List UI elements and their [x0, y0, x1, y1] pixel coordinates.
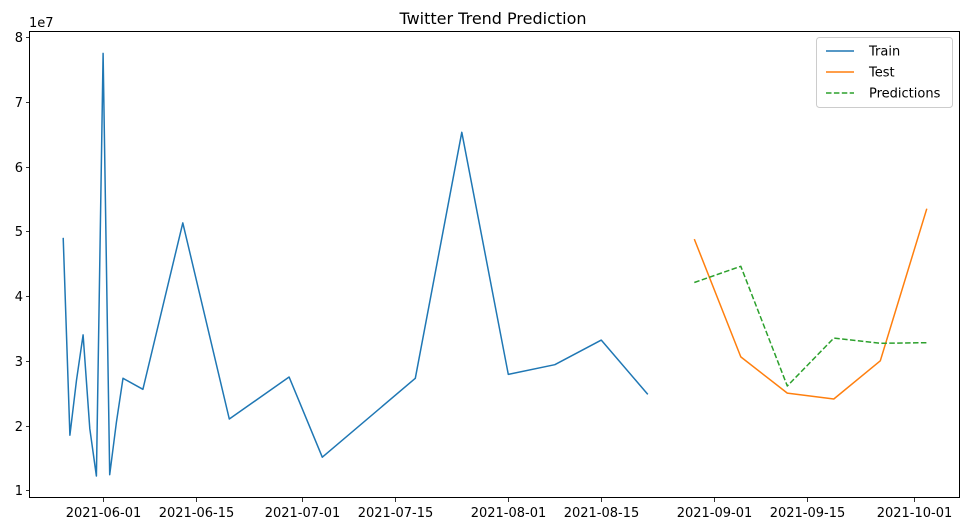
y-tick-label: 7	[15, 96, 23, 111]
y-tick-label: 6	[15, 161, 23, 176]
legend-label-predictions: Predictions	[869, 87, 941, 102]
x-tick-label: 2021-10-01	[877, 506, 953, 521]
x-tick-label: 2021-07-15	[358, 506, 434, 521]
legend-label-test: Test	[868, 66, 895, 81]
series-line-predictions	[694, 265, 927, 387]
x-tick-label: 2021-09-01	[677, 506, 753, 521]
y-tick-label: 8	[15, 31, 23, 46]
y-axis-offset-label: 1e7	[29, 16, 54, 31]
x-tick-label: 2021-08-01	[471, 506, 547, 521]
legend: Train Test Predictions	[816, 37, 953, 108]
y-axis: 1 2 3 4 5 6 7 8	[15, 31, 30, 499]
series-line-test	[693, 208, 928, 400]
plot-lines	[62, 52, 928, 477]
x-tick-label: 2021-07-01	[265, 506, 341, 521]
x-tick-label: 2021-09-15	[770, 506, 846, 521]
y-tick-label: 2	[15, 420, 23, 435]
chart-title: Twitter Trend Prediction	[398, 9, 586, 28]
legend-label-train: Train	[868, 45, 900, 60]
y-tick-label: 1	[15, 484, 23, 499]
y-tick-label: 4	[15, 290, 23, 305]
y-tick-label: 3	[15, 355, 23, 370]
legend-box	[816, 37, 953, 108]
y-tick-label: 5	[15, 225, 23, 240]
x-axis: 2021-06-01 2021-06-15 2021-07-01 2021-07-15…	[66, 498, 953, 521]
plot-frame	[29, 31, 960, 498]
x-tick-label: 2021-06-15	[159, 506, 235, 521]
x-tick-label: 2021-08-15	[564, 506, 640, 521]
x-tick-label: 2021-06-01	[66, 506, 142, 521]
series-line-train	[62, 52, 649, 477]
